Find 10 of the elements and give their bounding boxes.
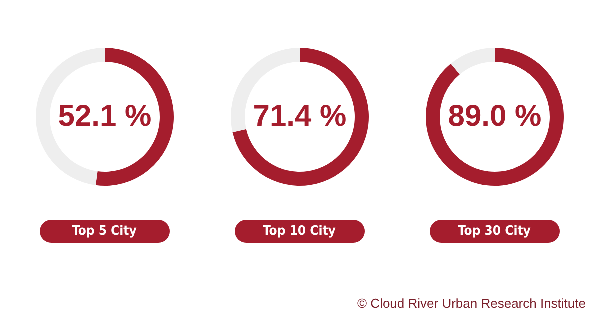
- text: © Cloud River Urban Research Institute: [357, 296, 586, 311]
- text: Top 5 City: [40, 220, 170, 243]
- donut-slice: [426, 48, 564, 186]
- donut-slice: [450, 48, 494, 75]
- data-label: 71.4 %: [252, 100, 346, 133]
- text: Top 30 City: [430, 220, 560, 243]
- data-label: 89.0 %: [448, 100, 542, 133]
- data-label: 52.1 %: [58, 100, 152, 133]
- text: Top 10 City: [234, 220, 364, 243]
- donut-slice: [232, 48, 368, 186]
